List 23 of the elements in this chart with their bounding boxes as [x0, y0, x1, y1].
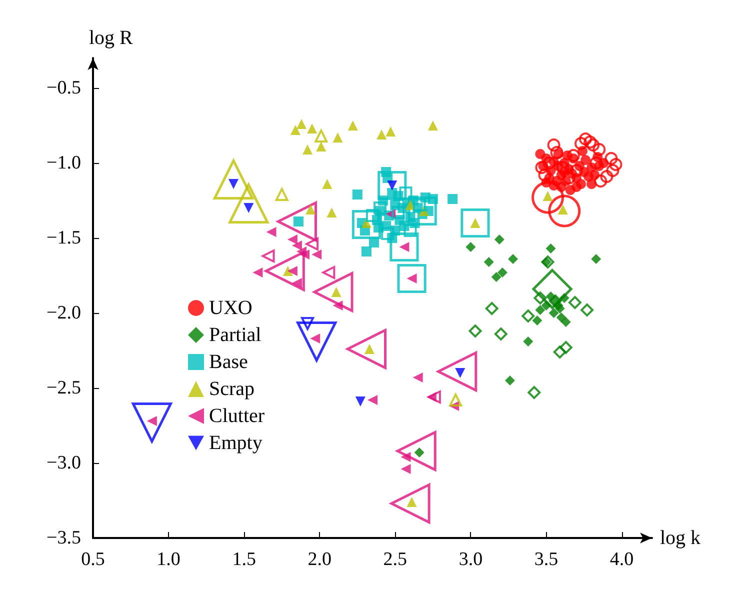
x-tick-label: 2.5	[383, 549, 408, 570]
y-tick-label: −1.0	[46, 152, 81, 174]
y-tick-label: −3.0	[46, 452, 81, 474]
x-tick-label: 1.0	[156, 549, 180, 570]
y-tick-label: −1.5	[46, 228, 81, 248]
y-tick-label: −3.5	[46, 528, 81, 548]
legend-label: Partial	[209, 324, 262, 346]
x-axis-title: log k	[660, 527, 701, 549]
legend-label: Scrap	[209, 378, 255, 400]
y-axis-title: log R	[89, 27, 134, 49]
x-tick-label: 4.0	[610, 549, 634, 570]
x-tick-label: 3.0	[458, 549, 483, 570]
x-tick-label: 0.5	[81, 549, 105, 570]
legend-label: UXO	[209, 297, 252, 319]
y-tick-label: −2.5	[46, 378, 81, 398]
legend-label: Clutter	[209, 405, 265, 427]
x-tick-label: 2.0	[308, 549, 332, 570]
x-tick-label: 1.5	[232, 549, 256, 570]
y-tick-label: −0.5	[46, 78, 81, 98]
y-tick-label: −2.0	[46, 302, 81, 324]
legend-label: Base	[209, 351, 248, 373]
legend-label: Empty	[209, 432, 262, 454]
x-tick-label: 3.5	[534, 549, 558, 570]
